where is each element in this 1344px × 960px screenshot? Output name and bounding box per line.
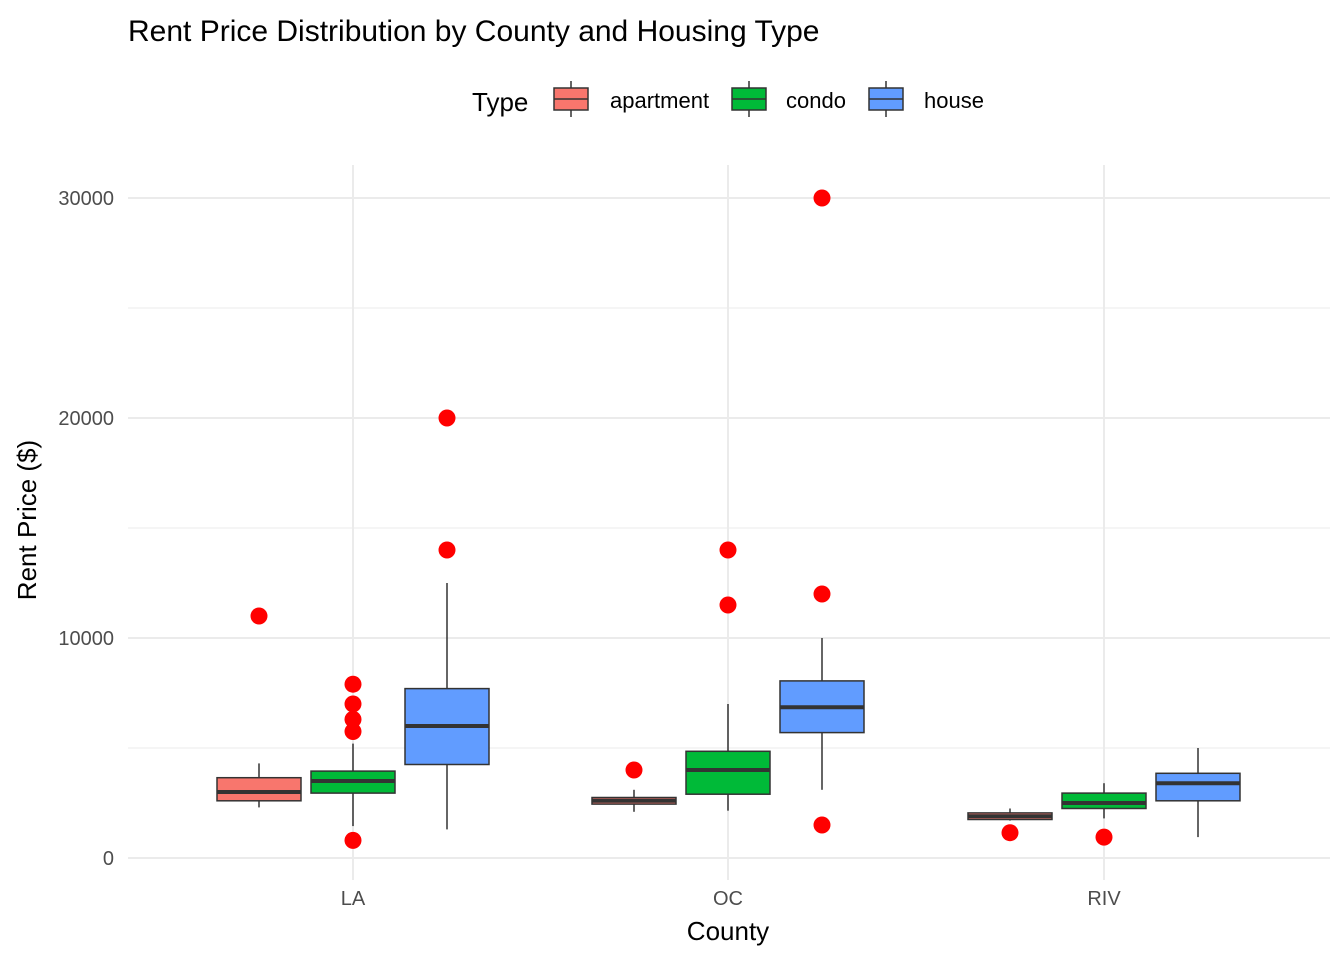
box-iqr [1155,772,1241,802]
outlier-point [344,710,362,728]
chart-title: Rent Price Distribution by County and Ho… [128,15,819,48]
outlier-point [813,189,831,207]
outlier-point [344,675,362,693]
outlier-point [438,409,456,427]
legend: Type apartment condo house [472,81,984,117]
box-iqr [216,776,302,802]
x-axis-label: County [687,916,769,946]
outlier-point [813,585,831,603]
outlier-point [719,541,737,559]
y-tick-label: 20000 [58,408,114,430]
box-house-OC [779,189,865,834]
legend-label-apartment: apartment [610,88,709,113]
x-tick-label: LA [341,888,366,910]
x-tick-label: OC [713,888,743,910]
y-tick-label: 30000 [58,188,114,210]
box-apartment-OC [591,761,677,812]
box-condo-OC [685,541,771,811]
legend-key-condo [731,81,767,117]
box-house-LA [404,409,490,830]
legend-key-house [868,81,904,117]
outlier-point [344,695,362,713]
legend-label-condo: condo [786,88,846,113]
outlier-point [438,541,456,559]
box-iqr [1061,792,1147,810]
box-condo-RIV [1061,783,1147,846]
x-tick-label: RIV [1087,888,1121,910]
y-axis-label: Rent Price ($) [12,440,42,600]
plot-area [216,189,1241,849]
outlier-point [344,831,362,849]
x-axis-ticks: LA OC RIV [341,888,1122,910]
legend-title: Type [472,87,528,117]
legend-key-apartment [553,81,589,117]
box-condo-LA [310,675,396,849]
outlier-point [719,596,737,614]
box-house-RIV [1155,748,1241,838]
legend-label-house: house [924,88,984,113]
outlier-point [1095,828,1113,846]
outlier-point [344,723,362,740]
outlier-point [1001,824,1019,842]
outlier-point [625,761,643,779]
y-axis-ticks: 0 10000 20000 30000 [58,188,114,870]
outlier-point [813,816,831,834]
y-tick-label: 10000 [58,628,114,650]
y-tick-label: 0 [103,848,114,870]
box-apartment-LA [216,607,302,808]
box-iqr [685,750,771,795]
outlier-point [250,607,268,625]
box-apartment-RIV [967,808,1053,842]
